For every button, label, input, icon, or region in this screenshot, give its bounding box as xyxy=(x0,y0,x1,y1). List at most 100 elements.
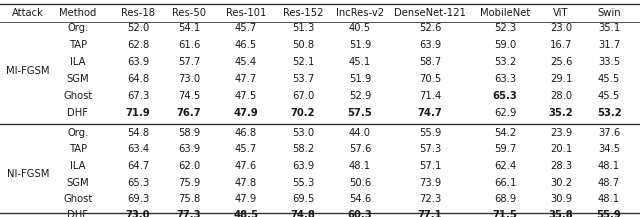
Text: 47.6: 47.6 xyxy=(235,161,257,171)
Text: 45.5: 45.5 xyxy=(598,91,620,101)
Text: 63.9: 63.9 xyxy=(178,145,200,155)
Text: MI-FGSM: MI-FGSM xyxy=(6,66,50,76)
Text: 52.6: 52.6 xyxy=(419,23,441,33)
Text: 57.3: 57.3 xyxy=(419,145,441,155)
Text: 48.5: 48.5 xyxy=(234,210,259,217)
Text: 23.9: 23.9 xyxy=(550,128,572,138)
Text: 28.0: 28.0 xyxy=(550,91,572,101)
Text: 63.9: 63.9 xyxy=(127,57,149,67)
Text: 61.6: 61.6 xyxy=(178,40,200,50)
Text: 45.1: 45.1 xyxy=(349,57,371,67)
Text: Method: Method xyxy=(60,8,97,18)
Text: Attack: Attack xyxy=(12,8,44,18)
Text: 67.3: 67.3 xyxy=(127,91,149,101)
Text: 48.1: 48.1 xyxy=(349,161,371,171)
Text: 58.9: 58.9 xyxy=(178,128,200,138)
Text: 77.1: 77.1 xyxy=(418,210,442,217)
Text: 52.1: 52.1 xyxy=(292,57,314,67)
Text: 59.0: 59.0 xyxy=(494,40,516,50)
Text: 25.6: 25.6 xyxy=(550,57,572,67)
Text: 59.7: 59.7 xyxy=(494,145,516,155)
Text: 54.6: 54.6 xyxy=(349,194,371,204)
Text: 50.6: 50.6 xyxy=(349,178,371,187)
Text: 29.1: 29.1 xyxy=(550,74,572,84)
Text: 23.0: 23.0 xyxy=(550,23,572,33)
Text: Res-101: Res-101 xyxy=(226,8,266,18)
Text: 45.4: 45.4 xyxy=(235,57,257,67)
Text: 64.8: 64.8 xyxy=(127,74,149,84)
Text: 47.7: 47.7 xyxy=(235,74,257,84)
Text: 65.3: 65.3 xyxy=(127,178,149,187)
Text: 37.6: 37.6 xyxy=(598,128,620,138)
Text: 71.9: 71.9 xyxy=(125,108,150,118)
Text: 67.0: 67.0 xyxy=(292,91,314,101)
Text: ViT: ViT xyxy=(553,8,569,18)
Text: 73.9: 73.9 xyxy=(419,178,441,187)
Text: 52.3: 52.3 xyxy=(494,23,516,33)
Text: 48.1: 48.1 xyxy=(598,161,620,171)
Text: 47.9: 47.9 xyxy=(235,194,257,204)
Text: 69.3: 69.3 xyxy=(127,194,149,204)
Text: 52.0: 52.0 xyxy=(127,23,149,33)
Text: 73.0: 73.0 xyxy=(178,74,200,84)
Text: 40.5: 40.5 xyxy=(349,23,371,33)
Text: 48.7: 48.7 xyxy=(598,178,620,187)
Text: 57.1: 57.1 xyxy=(419,161,441,171)
Text: 63.3: 63.3 xyxy=(494,74,516,84)
Text: DHF: DHF xyxy=(67,210,88,217)
Text: 48.1: 48.1 xyxy=(598,194,620,204)
Text: 60.3: 60.3 xyxy=(348,210,372,217)
Text: 55.3: 55.3 xyxy=(292,178,314,187)
Text: 54.1: 54.1 xyxy=(178,23,200,33)
Text: 55.9: 55.9 xyxy=(596,210,621,217)
Text: 57.6: 57.6 xyxy=(349,145,371,155)
Text: SGM: SGM xyxy=(67,74,90,84)
Text: 71.5: 71.5 xyxy=(493,210,517,217)
Text: 54.2: 54.2 xyxy=(494,128,516,138)
Text: 35.8: 35.8 xyxy=(548,210,573,217)
Text: 47.8: 47.8 xyxy=(235,178,257,187)
Text: 28.3: 28.3 xyxy=(550,161,572,171)
Text: 46.8: 46.8 xyxy=(235,128,257,138)
Text: Res-152: Res-152 xyxy=(283,8,323,18)
Text: 35.2: 35.2 xyxy=(548,108,573,118)
Text: 62.0: 62.0 xyxy=(178,161,200,171)
Text: 62.9: 62.9 xyxy=(494,108,516,118)
Text: 73.0: 73.0 xyxy=(125,210,150,217)
Text: 58.7: 58.7 xyxy=(419,57,441,67)
Text: 62.4: 62.4 xyxy=(494,161,516,171)
Text: 47.9: 47.9 xyxy=(234,108,259,118)
Text: 75.9: 75.9 xyxy=(178,178,200,187)
Text: 30.9: 30.9 xyxy=(550,194,572,204)
Text: 76.7: 76.7 xyxy=(177,108,202,118)
Text: 58.2: 58.2 xyxy=(292,145,314,155)
Text: 72.3: 72.3 xyxy=(419,194,441,204)
Text: 35.1: 35.1 xyxy=(598,23,620,33)
Text: IncRes-v2: IncRes-v2 xyxy=(336,8,384,18)
Text: Org.: Org. xyxy=(67,128,89,138)
Text: ILA: ILA xyxy=(70,57,86,67)
Text: 53.0: 53.0 xyxy=(292,128,314,138)
Text: ILA: ILA xyxy=(70,161,86,171)
Text: 20.1: 20.1 xyxy=(550,145,572,155)
Text: DHF: DHF xyxy=(67,108,88,118)
Text: 75.8: 75.8 xyxy=(178,194,200,204)
Text: 74.5: 74.5 xyxy=(178,91,200,101)
Text: 44.0: 44.0 xyxy=(349,128,371,138)
Text: 69.5: 69.5 xyxy=(292,194,314,204)
Text: 34.5: 34.5 xyxy=(598,145,620,155)
Text: 53.2: 53.2 xyxy=(596,108,621,118)
Text: 53.7: 53.7 xyxy=(292,74,314,84)
Text: 62.8: 62.8 xyxy=(127,40,149,50)
Text: 65.3: 65.3 xyxy=(493,91,517,101)
Text: 45.7: 45.7 xyxy=(235,145,257,155)
Text: 74.8: 74.8 xyxy=(291,210,316,217)
Text: Ghost: Ghost xyxy=(63,194,93,204)
Text: 45.5: 45.5 xyxy=(598,74,620,84)
Text: 68.9: 68.9 xyxy=(494,194,516,204)
Text: 77.3: 77.3 xyxy=(177,210,201,217)
Text: 66.1: 66.1 xyxy=(494,178,516,187)
Text: MobileNet: MobileNet xyxy=(480,8,530,18)
Text: 54.8: 54.8 xyxy=(127,128,149,138)
Text: TAP: TAP xyxy=(69,145,87,155)
